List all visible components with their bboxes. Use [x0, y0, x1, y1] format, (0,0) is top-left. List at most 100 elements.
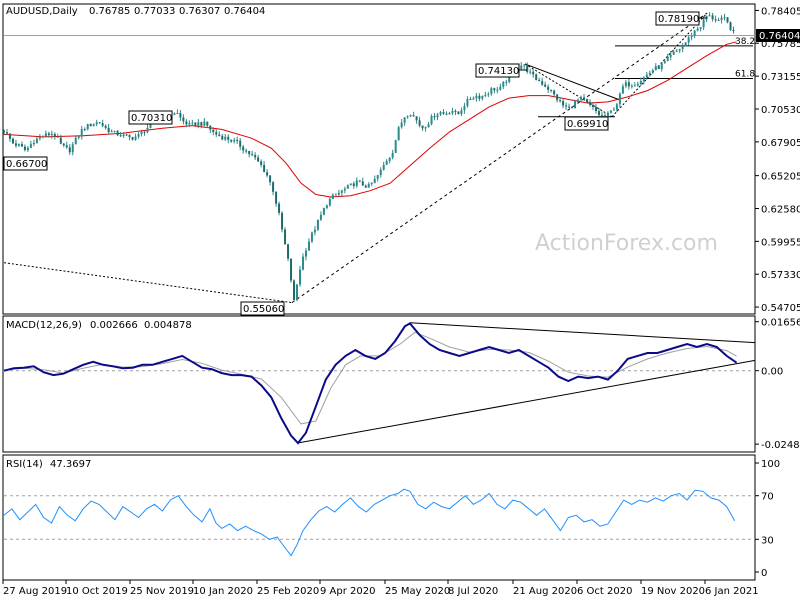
candle-body — [388, 157, 391, 161]
candle-body — [490, 88, 493, 94]
candle-body — [98, 122, 101, 124]
candle-body — [236, 139, 239, 141]
candle-body — [687, 37, 690, 43]
candle-body — [122, 134, 125, 137]
candle-body — [83, 129, 86, 131]
candle-body — [185, 121, 188, 125]
candle-body — [293, 280, 296, 300]
candle-body — [732, 29, 735, 32]
candle-body — [526, 64, 529, 72]
candle-body — [334, 194, 337, 196]
candle-body — [427, 124, 430, 128]
price-annotation-labels: 0.78190 0.74130 0.70310 0.69910 0.66700 0.550… — [3, 11, 707, 316]
candle-body — [496, 89, 499, 91]
candle-body — [391, 152, 394, 158]
price-annotation-label-3: 0.69910 — [567, 119, 608, 130]
rsi-line — [3, 488, 736, 557]
candle-body — [654, 66, 657, 71]
candle-body — [472, 98, 475, 100]
candle-body — [8, 133, 11, 139]
candle-body — [367, 184, 370, 188]
date-tick-label-1: 10 Oct 2019 — [66, 586, 128, 597]
candle-body — [562, 100, 565, 106]
macd-tick-label-2: -0.02484 — [761, 440, 800, 451]
candle-body — [663, 60, 666, 64]
candle-body — [224, 136, 227, 140]
candle-body — [191, 122, 194, 124]
candle-body — [642, 77, 645, 82]
candle-body — [448, 113, 451, 115]
price-annotation-label-1: 0.74130 — [478, 66, 519, 77]
date-tick-label-4: 25 Feb 2020 — [257, 586, 319, 597]
candle-body — [586, 99, 589, 102]
candle-body — [23, 146, 26, 151]
candle-body — [484, 94, 487, 97]
candle-body — [385, 160, 388, 165]
candle-body — [325, 205, 328, 208]
candle-body — [660, 63, 663, 70]
candle-body — [104, 125, 107, 128]
candle-body — [636, 83, 639, 86]
candle-body — [5, 132, 8, 134]
candle-body — [669, 54, 672, 57]
candle-body — [346, 185, 349, 189]
price-axis: 0.78405 0.75785 0.73155 0.70530 0.67905 0.652… — [755, 6, 800, 314]
rsi-value: 47.3697 — [50, 459, 91, 470]
candle-body — [481, 96, 484, 99]
candle-body — [296, 284, 299, 300]
candle-body — [499, 86, 502, 90]
candle-body — [409, 115, 412, 117]
candle-body — [95, 122, 98, 125]
candle-body — [209, 125, 212, 130]
chart-title: AUDUSD,Daily 0.76785 0.77033 0.76307 0.7… — [6, 6, 265, 17]
candle-body — [720, 17, 723, 21]
triangle-dashed-line — [524, 63, 613, 118]
candle-body — [278, 203, 281, 213]
candle-body — [230, 139, 233, 142]
candle-body — [125, 134, 128, 136]
candle-body — [113, 130, 116, 132]
candle-body — [373, 178, 376, 183]
candle-body — [131, 137, 134, 140]
price-tick-label-5: 0.65205 — [761, 172, 800, 183]
candle-body — [74, 137, 77, 145]
candle-body — [77, 136, 80, 138]
candle-body — [723, 17, 726, 19]
candle-body — [708, 15, 711, 17]
candle-body — [433, 116, 436, 118]
candle-body — [41, 136, 44, 138]
candle-body — [143, 131, 146, 133]
macd-main-value: 0.002666 — [90, 320, 138, 331]
candle-body — [442, 112, 445, 114]
candle-body — [140, 131, 143, 135]
candle-body — [672, 51, 675, 55]
candle-body — [702, 19, 705, 28]
candle-body — [565, 105, 568, 107]
candle-body — [355, 180, 358, 186]
triangle-rise-line — [611, 12, 708, 118]
candle-body — [379, 169, 382, 176]
macd-label: MACD(12,26,9) — [6, 320, 82, 331]
candle-body — [197, 122, 200, 126]
candle-body — [594, 106, 597, 112]
macd-trendline-falling — [409, 322, 756, 344]
candle-body — [603, 115, 606, 117]
candle-body — [436, 114, 439, 118]
price-annotation-label-4: 0.66700 — [6, 159, 47, 170]
candle-body — [251, 154, 254, 156]
candle-body — [17, 144, 20, 146]
candle-body — [242, 146, 245, 151]
price-tick-label-8: 0.57330 — [761, 270, 800, 281]
price-annotation-label-5: 0.55060 — [243, 304, 284, 315]
candle-body — [675, 50, 678, 52]
candle-body — [457, 111, 460, 115]
candle-body — [56, 136, 59, 138]
current-price-label: 0.76404 — [759, 31, 800, 42]
candle-body — [400, 122, 403, 128]
candle-body — [68, 147, 71, 153]
candle-body — [266, 172, 269, 176]
candle-body — [32, 142, 35, 145]
candle-body — [290, 258, 293, 281]
candle-body — [328, 199, 331, 206]
